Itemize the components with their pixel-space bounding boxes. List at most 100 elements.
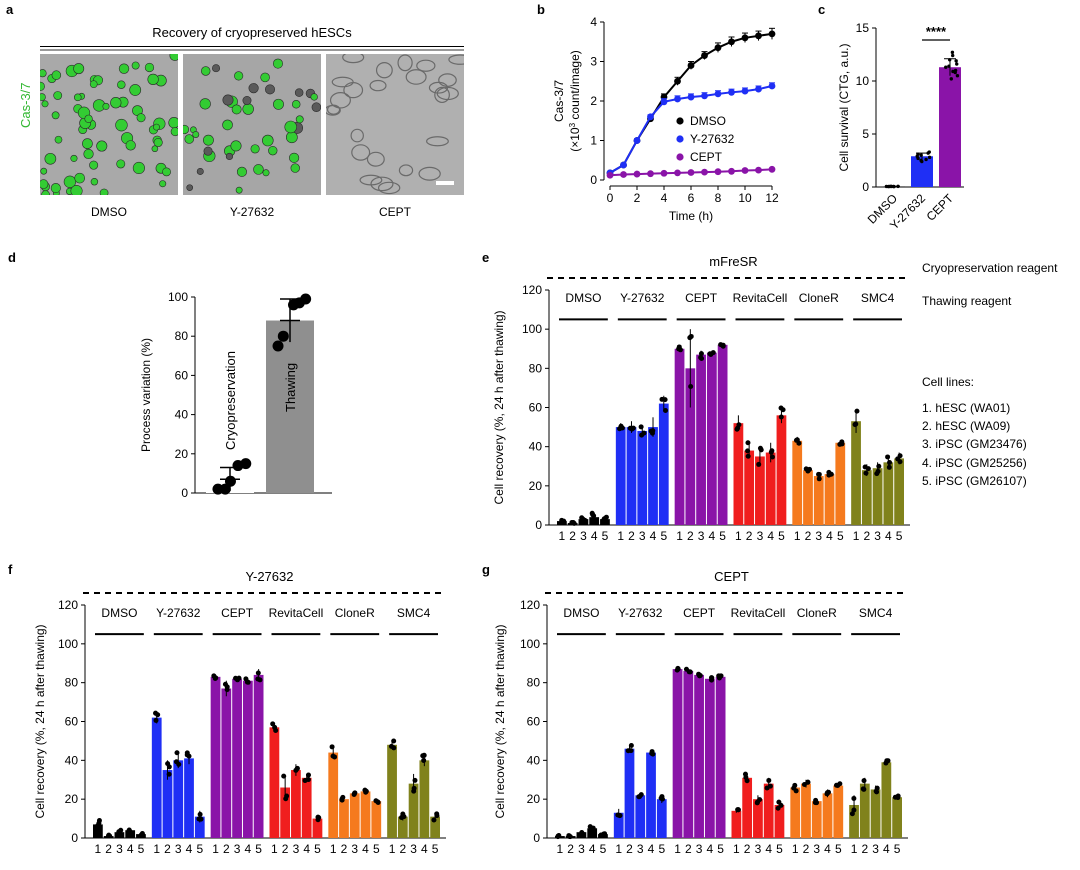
data-point <box>741 34 749 42</box>
bar-CEPT-3 <box>696 354 706 525</box>
cryo-reagent-label: Cryopreservation reagent <box>922 261 1058 275</box>
data-point <box>743 774 749 780</box>
bar-SMC4-4 <box>419 760 430 838</box>
data-point <box>745 448 751 454</box>
cell <box>96 140 108 152</box>
cell-line-3: 3. iPSC (GM23476) <box>922 437 1027 451</box>
bar-CloneR-5 <box>371 801 382 838</box>
cell <box>295 115 304 124</box>
data-point <box>587 824 593 830</box>
y-tick-label: 120 <box>520 598 540 612</box>
data-point <box>400 811 406 817</box>
y-tick-label: 60 <box>529 401 543 415</box>
data-point <box>601 831 607 837</box>
data-point <box>579 831 585 837</box>
cell <box>290 163 300 173</box>
x-tick-label: 6 <box>688 191 695 205</box>
data-point <box>714 168 722 176</box>
y-tick-label: 60 <box>175 368 189 382</box>
y-tick-label: 80 <box>527 676 541 690</box>
data-point <box>675 665 681 671</box>
cell-line-tick: 2 <box>805 529 812 543</box>
cell-outline <box>370 176 394 192</box>
data-point <box>698 355 704 361</box>
cell-line-tick: 4 <box>591 529 598 543</box>
y-tick-label: 0 <box>862 180 869 194</box>
data-point <box>566 833 572 839</box>
bar-RevitaCell-2 <box>280 787 291 838</box>
y-tick-label: 120 <box>522 283 542 297</box>
cell <box>186 184 193 191</box>
data-point <box>796 440 802 446</box>
cell-line-tick: 3 <box>637 842 644 856</box>
y-tick-label: 100 <box>58 637 78 651</box>
cell <box>230 140 242 152</box>
cell-line-tick: 5 <box>660 529 667 543</box>
cell-line-tick: 3 <box>578 842 585 856</box>
cell-outline <box>350 128 364 143</box>
cell <box>53 91 63 100</box>
cell-outline <box>448 54 464 65</box>
cell-line-tick: 5 <box>658 842 665 856</box>
cell-outline <box>369 79 387 92</box>
data-point <box>755 32 762 40</box>
panel-letter-b: b <box>537 2 545 17</box>
data-point <box>873 788 879 794</box>
panel-a-rule <box>40 46 464 47</box>
bar-CloneR-2 <box>339 799 349 838</box>
condition-label-cept: CEPT <box>378 205 411 219</box>
group-label-SMC4: SMC4 <box>859 606 893 620</box>
cell-line-1: 1. hESC (WA01) <box>922 401 1010 415</box>
bar-CEPT-1 <box>210 676 221 838</box>
bar-CEPT-1 <box>674 348 685 525</box>
cell <box>153 138 163 148</box>
cell-line-tick: 4 <box>589 842 596 856</box>
cell-outline <box>366 151 385 167</box>
bar-Y-27632-4 <box>648 427 658 525</box>
data-point <box>277 330 289 342</box>
cell-outline <box>418 166 441 181</box>
data-point <box>272 340 284 352</box>
bar-SMC4-5 <box>894 458 904 525</box>
data-point <box>659 796 665 802</box>
significance-label: **** <box>926 24 947 39</box>
cell-line-tick: 2 <box>567 842 574 856</box>
cell-line-tick: 2 <box>803 842 810 856</box>
data-point <box>887 184 891 189</box>
bar-Y-27632-4 <box>184 758 194 838</box>
cell-line-tick: 2 <box>223 842 230 856</box>
cell <box>262 134 274 147</box>
data-point <box>281 773 287 779</box>
cell <box>262 169 270 177</box>
data-point <box>728 38 735 46</box>
data-point <box>687 169 695 176</box>
bar-DMSO-4 <box>125 830 136 838</box>
cell-line-tick: 3 <box>175 842 182 856</box>
data-point <box>778 414 784 420</box>
y-tick-label: 20 <box>527 792 541 806</box>
data-point <box>861 778 867 784</box>
data-point <box>816 476 822 482</box>
data-point <box>955 62 959 66</box>
cell-line-4: 4. iPSC (GM25256) <box>922 456 1027 470</box>
cell-line-2: 2. hESC (WA09) <box>922 419 1010 433</box>
scale-bar <box>436 181 454 185</box>
cell <box>40 93 46 101</box>
bar-CloneR-2 <box>803 470 813 525</box>
group-label-RevitaCell: RevitaCell <box>269 606 324 620</box>
legend-label: Y-27632 <box>690 132 735 146</box>
cell-line-tick: 1 <box>557 842 564 856</box>
y-tick-label: 1 <box>590 134 597 148</box>
cell <box>151 145 159 153</box>
cell-outline <box>342 54 365 64</box>
bar-Y-27632-1 <box>615 427 626 525</box>
bar-CEPT-2 <box>221 688 232 838</box>
data-point <box>431 817 437 823</box>
cell-outline <box>375 62 393 79</box>
data-point <box>954 59 958 63</box>
cell <box>231 104 242 115</box>
bar-RevitaCell-3 <box>753 799 763 838</box>
data-point <box>420 753 426 759</box>
cell-line-tick: 5 <box>600 842 607 856</box>
bar-CEPT-3 <box>694 674 704 838</box>
